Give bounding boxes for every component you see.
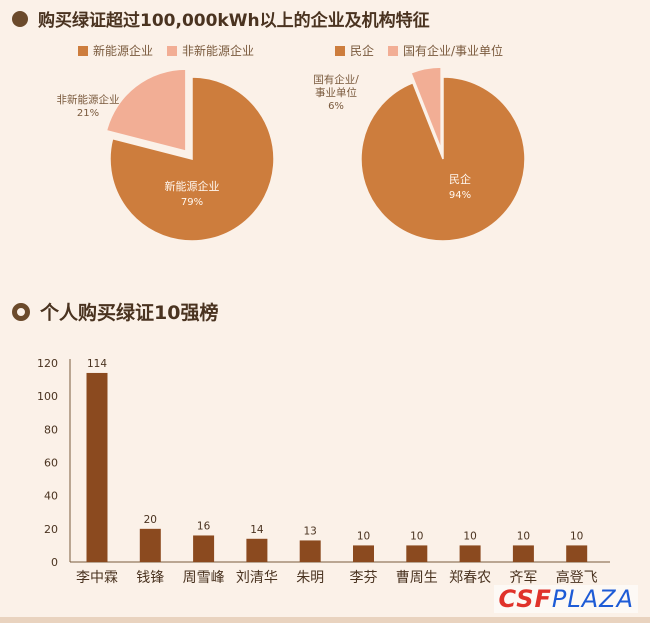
bar-value-label: 114: [87, 358, 107, 370]
bar: [459, 545, 481, 562]
pie-slice: [360, 76, 526, 242]
legend-label: 国有企业/事业单位: [403, 44, 504, 58]
slice-label: 民企: [449, 172, 471, 186]
bar-value-label: 14: [250, 524, 264, 536]
bar-value-label: 10: [463, 530, 476, 542]
legend-item: 民企: [335, 42, 374, 59]
y-tick-label: 120: [37, 357, 58, 370]
x-tick-label: 李中霖: [76, 570, 118, 586]
pie-chart-ownership: 民企 94% 国有企业/事业单位 6%: [313, 66, 526, 242]
bar-value-label: 16: [197, 520, 211, 532]
legend-label: 非新能源企业: [182, 44, 255, 58]
section-title-individual: 个人购买绿证10强榜: [12, 298, 218, 325]
slice-label: 非新能源企业: [57, 93, 120, 106]
bar: [86, 372, 108, 562]
slice-pct: 94%: [449, 190, 471, 201]
bar-value-label: 13: [304, 525, 317, 537]
bar-value-label: 20: [144, 514, 157, 526]
bullet-icon: [12, 10, 28, 27]
bottom-band: [0, 617, 650, 623]
section-title-enterprise: 购买绿证超过100,000kWh以上的企业及机构特征: [12, 6, 430, 31]
y-tick-label: 100: [37, 390, 58, 403]
legend-label: 民企: [350, 44, 375, 58]
pie2-legend: 民企 国有企业/事业单位: [335, 42, 517, 59]
watermark-part1: CSF: [498, 585, 552, 613]
slice-label: 国有企业/: [313, 73, 359, 86]
slice-pct: 79%: [181, 197, 203, 208]
x-tick-label: 曹周生: [396, 570, 438, 586]
bar: [299, 540, 321, 562]
bar-value-label: 10: [570, 530, 583, 542]
pie-charts: 新能源企业 79% 非新能源企业 21% 民企 94% 国有企业/事业单位 6%: [57, 66, 526, 242]
legend-swatch: [335, 45, 345, 56]
y-tick-label: 0: [51, 556, 58, 569]
bar-chart-top10: 0 20 40 60 80 100 120 114 李中霖 20 钱锋 16 周雪峰 14 刘清华 13 朱明 1…: [37, 357, 610, 586]
section-title-text: 个人购买绿证10强榜: [40, 302, 219, 324]
legend-swatch: [78, 45, 88, 56]
ring-bullet-icon: [12, 302, 30, 321]
bar: [139, 528, 161, 562]
x-tick-label: 李芬: [350, 570, 378, 586]
bar: [512, 545, 534, 562]
x-tick-label: 钱锋: [136, 570, 164, 586]
y-tick-label: 60: [44, 457, 58, 470]
watermark-part2: PLAZA: [551, 585, 634, 613]
legend-swatch: [167, 45, 178, 56]
x-tick-label: 高登飞: [556, 569, 598, 586]
bar-value-label: 10: [357, 530, 370, 542]
slice-label: 事业单位: [315, 86, 357, 99]
bar-value-label: 10: [410, 530, 423, 542]
slice-label: 新能源企业: [165, 179, 220, 193]
legend-label: 新能源企业: [93, 44, 154, 58]
x-tick-label: 齐军: [509, 570, 537, 586]
bar: [566, 545, 588, 562]
legend-item: 新能源企业: [78, 42, 153, 59]
x-tick-label: 刘清华: [236, 570, 278, 586]
x-tick-label: 郑春农: [449, 570, 491, 586]
bar: [193, 535, 215, 562]
y-tick-label: 40: [44, 490, 58, 503]
bar-value-label: 10: [517, 530, 530, 542]
legend-item: 非新能源企业: [167, 42, 254, 59]
pie-slice: [109, 76, 275, 242]
section-title-text: 购买绿证超过100,000kWh以上的企业及机构特征: [38, 11, 430, 31]
y-tick-label: 20: [44, 523, 58, 536]
pie-slice: [105, 68, 187, 153]
bar: [406, 545, 428, 562]
watermark-logo: CSFPLAZA: [494, 585, 638, 613]
legend-swatch: [388, 45, 399, 56]
x-tick-label: 朱明: [296, 570, 324, 586]
slice-pct: 21%: [77, 108, 99, 119]
slice-pct: 6%: [328, 101, 344, 112]
pie1-legend: 新能源企业 非新能源企业: [78, 42, 268, 59]
pie-slice: [409, 66, 442, 150]
y-tick-label: 80: [44, 423, 58, 436]
x-tick-label: 周雪峰: [183, 570, 225, 586]
bar: [353, 545, 374, 562]
bar: [246, 538, 268, 562]
legend-item: 国有企业/事业单位: [388, 42, 503, 59]
pie-chart-energy: 新能源企业 79% 非新能源企业 21%: [57, 68, 275, 242]
